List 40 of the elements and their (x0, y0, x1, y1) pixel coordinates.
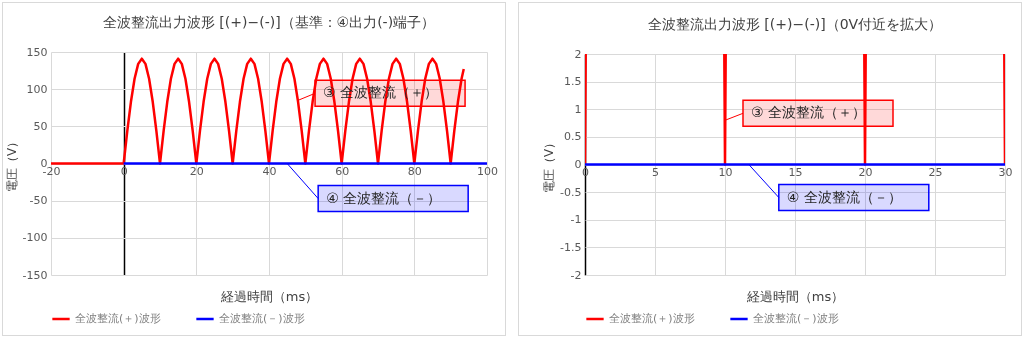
x-tick-label: 10 (718, 166, 733, 179)
y-tick-label: 0 (40, 157, 48, 170)
legend-label: 全波整流(＋)波形 (75, 312, 161, 325)
x-axis-title: 経過時間（ms） (219, 288, 319, 304)
x-tick-label: 25 (928, 166, 943, 179)
x-tick-label: 100 (477, 165, 498, 178)
x-tick-label: 20 (858, 166, 873, 179)
y-tick-label: 0.5 (564, 130, 582, 144)
y-tick-label: -100 (22, 231, 48, 245)
y-axis-title: 電圧（V） (542, 136, 557, 194)
y-tick-label: -1.5 (560, 240, 582, 254)
x-tick-label: 80 (407, 165, 422, 178)
legend-label: 全波整流(＋)波形 (609, 312, 695, 325)
x-tick-label: 15 (788, 166, 803, 179)
y-tick-label: -150 (22, 268, 48, 282)
line-series (51, 57, 465, 165)
y-tick-label: -2 (570, 268, 582, 282)
x-tick-label: 60 (335, 165, 350, 178)
y-tick-label: 1 (574, 102, 582, 116)
legend-label: 全波整流(－)波形 (219, 312, 305, 325)
x-tick-label: 30 (998, 166, 1013, 179)
y-tick-label: -0.5 (560, 185, 582, 199)
annotation: ④ 全波整流（－） (326, 189, 442, 206)
y-tick-label: -50 (29, 194, 48, 208)
y-axis-title: 電圧（V） (4, 135, 19, 193)
x-tick-label: 20 (189, 165, 204, 178)
x-tick-label: 5 (652, 166, 659, 179)
chart-title: 全波整流出力波形 [(+)−(-)]（0V付近を拡大） (647, 16, 943, 32)
annotation: ④ 全波整流（－） (786, 188, 902, 205)
y-tick-label: 1.5 (564, 75, 582, 89)
y-tick-label: 2 (574, 47, 582, 61)
x-axis-title: 経過時間（ms） (745, 288, 845, 304)
annotation: ③ 全波整流（＋） (751, 104, 867, 121)
y-tick-label: 150 (26, 45, 48, 59)
y-tick-label: -1 (570, 213, 582, 227)
x-tick-label: 40 (262, 165, 277, 178)
legend-label: 全波整流(－)波形 (753, 312, 839, 325)
y-tick-label: 100 (26, 82, 48, 96)
chart-title: 全波整流出力波形 [(+)−(-)]（基準：④出力(-)端子） (102, 14, 436, 30)
y-tick-label: 50 (33, 119, 48, 133)
